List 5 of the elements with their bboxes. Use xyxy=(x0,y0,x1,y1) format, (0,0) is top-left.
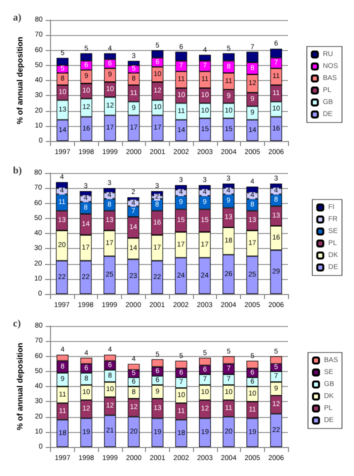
chart-title: a) xyxy=(13,12,22,24)
chart-title: b) xyxy=(13,166,22,176)
chart-title: c) xyxy=(13,318,21,330)
y-axis-title: % of annual deposition xyxy=(16,36,24,124)
y-axis-title: % of annual deposition xyxy=(16,342,24,430)
